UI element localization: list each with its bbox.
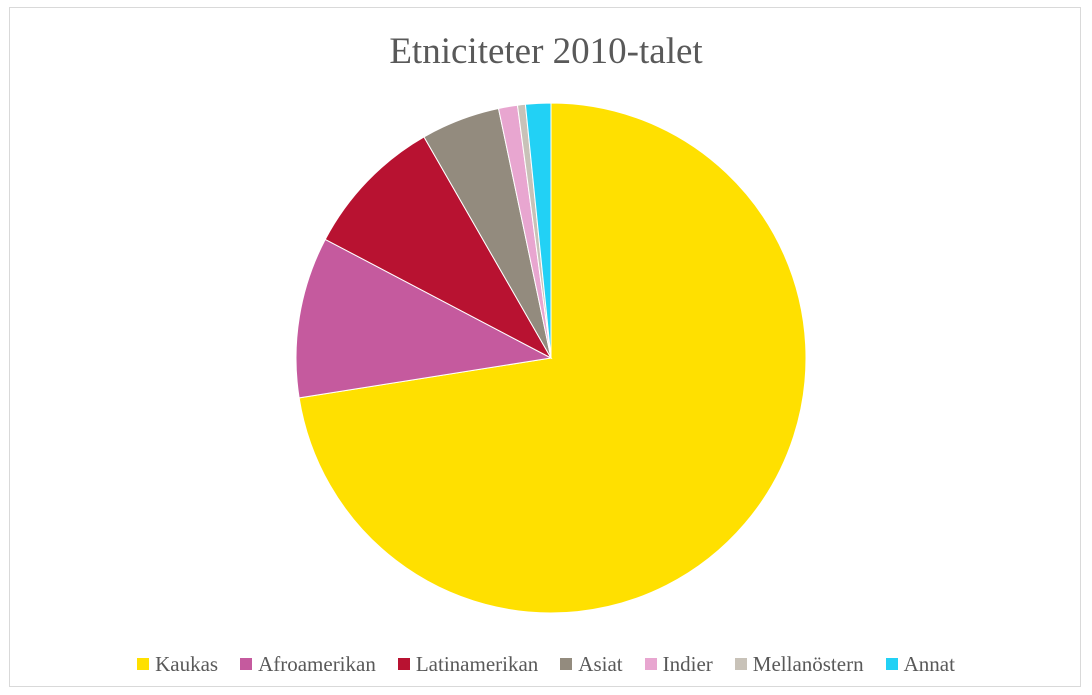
legend-label: Annat bbox=[903, 652, 955, 676]
legend-item-latinamerikan: Latinamerikan bbox=[397, 652, 539, 676]
legend-label: Asiat bbox=[578, 652, 623, 676]
pie-slice-kaukas bbox=[298, 102, 807, 614]
legend-item-afroamerikan: Afroamerikan bbox=[240, 652, 376, 676]
chart-title: Etniciteter 2010-talet bbox=[389, 31, 703, 72]
legend-item-indier: Indier bbox=[644, 652, 713, 676]
legend-label: Afroamerikan bbox=[258, 652, 376, 676]
legend-swatch bbox=[560, 658, 573, 670]
pie-slice-afroamerikan bbox=[295, 238, 553, 399]
pie-slice-latinamerikan bbox=[324, 136, 553, 360]
legend-item-mellanöstern: Mellanöstern bbox=[734, 652, 864, 676]
legend-swatch bbox=[240, 658, 253, 670]
legend-swatch bbox=[397, 658, 410, 670]
legend-label: Latinamerikan bbox=[415, 652, 539, 676]
legend-item-asiat: Asiat bbox=[560, 652, 623, 676]
legend-item-kaukas: Kaukas bbox=[137, 652, 218, 676]
legend-swatch bbox=[734, 658, 747, 670]
legend-swatch bbox=[644, 658, 657, 670]
chart-legend: Kaukas Afroamerikan Latinamerikan Asiat Indi… bbox=[0, 652, 1092, 676]
legend-label: Indier bbox=[662, 652, 713, 676]
legend-label: Mellanöstern bbox=[752, 652, 864, 676]
legend-item-annat: Annat bbox=[885, 652, 955, 676]
legend-swatch bbox=[885, 658, 898, 670]
legend-swatch bbox=[137, 658, 150, 670]
pie-slice-annat bbox=[524, 102, 552, 359]
legend-label: Kaukas bbox=[155, 652, 219, 676]
